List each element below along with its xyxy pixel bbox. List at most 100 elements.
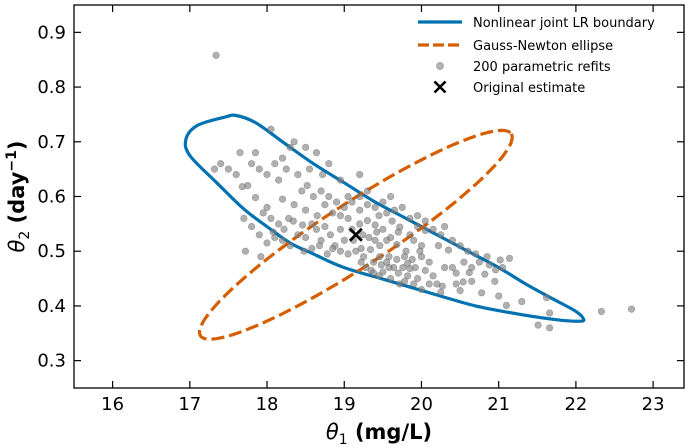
refit-point — [448, 264, 457, 272]
refit-point — [275, 176, 283, 184]
refit-point — [278, 154, 287, 162]
refit-point — [545, 309, 554, 317]
refit-point — [232, 171, 240, 179]
refit-point — [406, 231, 414, 239]
refit-point — [414, 275, 422, 283]
refit-point — [352, 247, 360, 255]
refit-point — [302, 143, 310, 151]
refit-point — [336, 212, 345, 220]
legend: Nonlinear joint LR boundary Gauss-Newton… — [418, 16, 655, 96]
refit-point — [370, 258, 378, 266]
refit-point — [444, 246, 453, 254]
refit-point — [483, 253, 491, 261]
refit-point — [302, 233, 310, 242]
refit-point — [393, 241, 401, 249]
refit-point — [456, 242, 464, 250]
refit-point — [319, 171, 327, 179]
x-tick-label: 16 — [101, 394, 124, 415]
y-tick-label: 0.6 — [37, 187, 66, 208]
refit-point — [263, 239, 271, 247]
refit-point — [410, 236, 418, 244]
refit-point — [255, 165, 263, 173]
refit-point — [404, 259, 412, 267]
refit-point — [303, 182, 311, 190]
refit-point — [359, 231, 367, 239]
y-tick-label: 0.4 — [37, 296, 66, 317]
legend-label-lr-boundary: Nonlinear joint LR boundary — [473, 16, 655, 31]
refit-point — [518, 298, 526, 306]
refit-point — [286, 143, 294, 151]
refit-point — [468, 264, 476, 272]
refit-point — [255, 231, 263, 239]
x-tick-label: 17 — [178, 394, 201, 415]
refit-point — [452, 280, 460, 288]
gauss-newton-ellipse — [197, 128, 514, 341]
x-tick-label: 23 — [642, 394, 665, 415]
refit-point — [471, 250, 480, 258]
y-tick-label: 0.5 — [37, 241, 66, 262]
refit-point — [406, 214, 414, 222]
refit-point — [375, 212, 383, 220]
refit-point — [393, 255, 401, 264]
legend-label-estimate: Original estimate — [473, 81, 585, 96]
refit-point — [238, 183, 246, 191]
refit-point — [456, 287, 464, 295]
refit-point — [429, 272, 437, 280]
legend-label-gn-ellipse: Gauss-Newton ellipse — [473, 39, 613, 54]
refit-point — [542, 294, 551, 302]
refit-point — [417, 285, 426, 294]
refit-point — [379, 198, 387, 206]
refit-point — [363, 187, 372, 195]
confidence-curves — [183, 113, 586, 341]
refit-point — [387, 275, 395, 283]
refit-point — [481, 270, 489, 278]
refit-point — [478, 289, 486, 297]
axis-ticks — [74, 5, 684, 388]
refit-point — [325, 192, 333, 201]
refit-point — [224, 165, 232, 173]
plot-frame — [73, 4, 685, 389]
legend-swatch-refits — [436, 62, 444, 70]
refit-point — [379, 225, 387, 233]
refit-point — [370, 269, 378, 277]
refit-point — [597, 307, 606, 316]
refit-point — [300, 247, 308, 255]
legend-label-refits: 200 parametric refits — [473, 60, 611, 75]
refit-point — [375, 272, 383, 280]
refit-point — [468, 277, 476, 285]
x-tick-labels: 16 17 18 19 20 21 22 23 — [101, 394, 664, 415]
refit-point — [371, 203, 379, 211]
refit-point — [336, 247, 345, 255]
refit-point — [398, 203, 406, 211]
refit-point — [362, 264, 370, 272]
estimate-x-mark — [348, 227, 363, 242]
refit-point — [441, 223, 449, 231]
refit-point — [498, 264, 507, 272]
refit-point — [437, 288, 445, 296]
refit-point — [294, 231, 302, 239]
refit-point — [360, 253, 368, 261]
refit-point — [251, 149, 260, 157]
refit-point — [285, 214, 293, 222]
x-axis-label: θ1 (mg/L) — [326, 420, 432, 448]
refit-point — [275, 220, 283, 228]
refit-point — [388, 217, 396, 225]
refit-point — [496, 256, 504, 264]
lr-boundary-curve — [183, 113, 586, 323]
refit-point — [366, 246, 375, 254]
refit-point — [217, 160, 225, 168]
refit-point — [365, 233, 373, 242]
legend-swatch-estimate — [433, 80, 447, 94]
refit-point — [356, 220, 364, 228]
refit-point — [340, 236, 348, 244]
refit-point — [336, 225, 345, 233]
refit-point — [326, 231, 335, 239]
refit-point — [491, 277, 499, 285]
refit-point — [414, 223, 422, 231]
refit-point — [441, 264, 449, 272]
y-tick-label: 0.8 — [37, 77, 66, 98]
refit-point — [394, 269, 402, 277]
refit-point — [399, 264, 407, 272]
refit-point — [336, 176, 345, 184]
refit-point — [248, 160, 256, 168]
